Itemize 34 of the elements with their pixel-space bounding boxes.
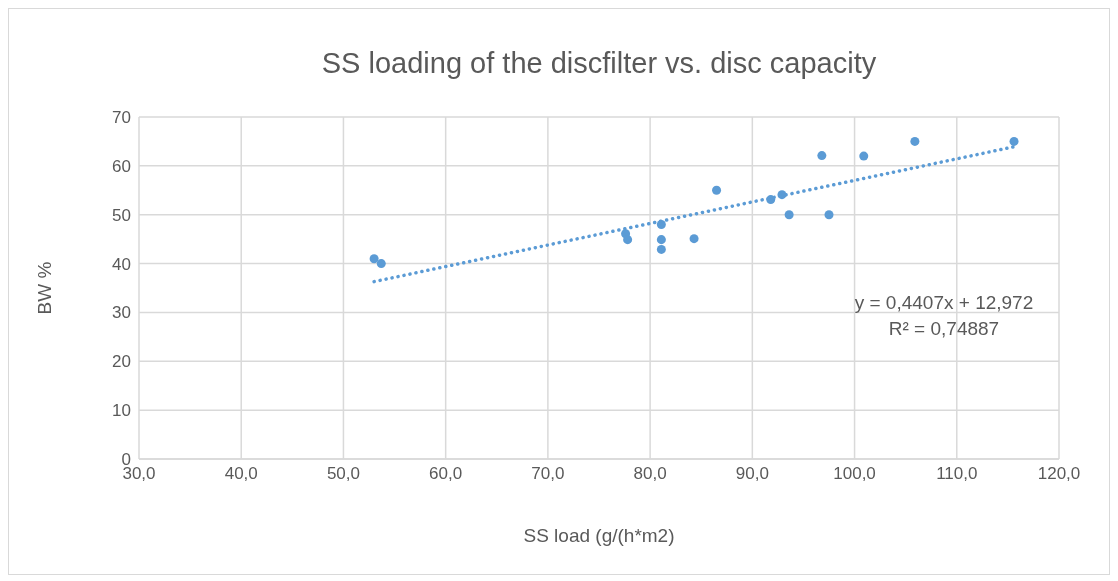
y-tick-label: 20	[112, 352, 131, 372]
x-tick-label: 50,0	[326, 464, 360, 484]
point	[824, 210, 834, 220]
x-axis-title: SS load (g/(h*m2)	[523, 525, 675, 546]
y-tick-label: 30	[112, 303, 131, 323]
point	[859, 151, 869, 161]
point	[784, 210, 794, 220]
x-tick-label: 90,0	[735, 464, 769, 484]
point	[712, 185, 722, 195]
chart-title: SS loading of the discfilter vs. disc capacity	[321, 47, 877, 79]
x-tick-label: 100,0	[833, 464, 876, 484]
point	[910, 136, 920, 146]
point	[656, 235, 666, 245]
point	[376, 259, 386, 269]
y-tick-label: 60	[112, 156, 131, 176]
point	[689, 234, 699, 244]
y-tick-label: 50	[112, 205, 131, 225]
y-axis-title: BW %	[34, 261, 55, 315]
x-tick-label: 40,0	[224, 464, 258, 484]
x-tick-label: 110,0	[936, 464, 978, 484]
y-tick-label: 40	[112, 254, 131, 274]
x-tick-label: 60,0	[429, 464, 463, 484]
point	[656, 244, 666, 254]
x-tick-label: 70,0	[531, 464, 565, 484]
x-tick-label: 120,0	[1037, 464, 1081, 484]
point	[817, 151, 827, 161]
y-tick-label: 10	[112, 401, 131, 421]
annotation: R² = 0,74887	[888, 318, 1000, 339]
point	[369, 254, 379, 264]
x-tick-label: 80,0	[633, 464, 667, 484]
y-tick-label: 70	[112, 108, 131, 128]
annotation: y = 0,4407x + 12,972	[854, 292, 1034, 313]
point	[1009, 136, 1019, 146]
point	[623, 235, 633, 245]
